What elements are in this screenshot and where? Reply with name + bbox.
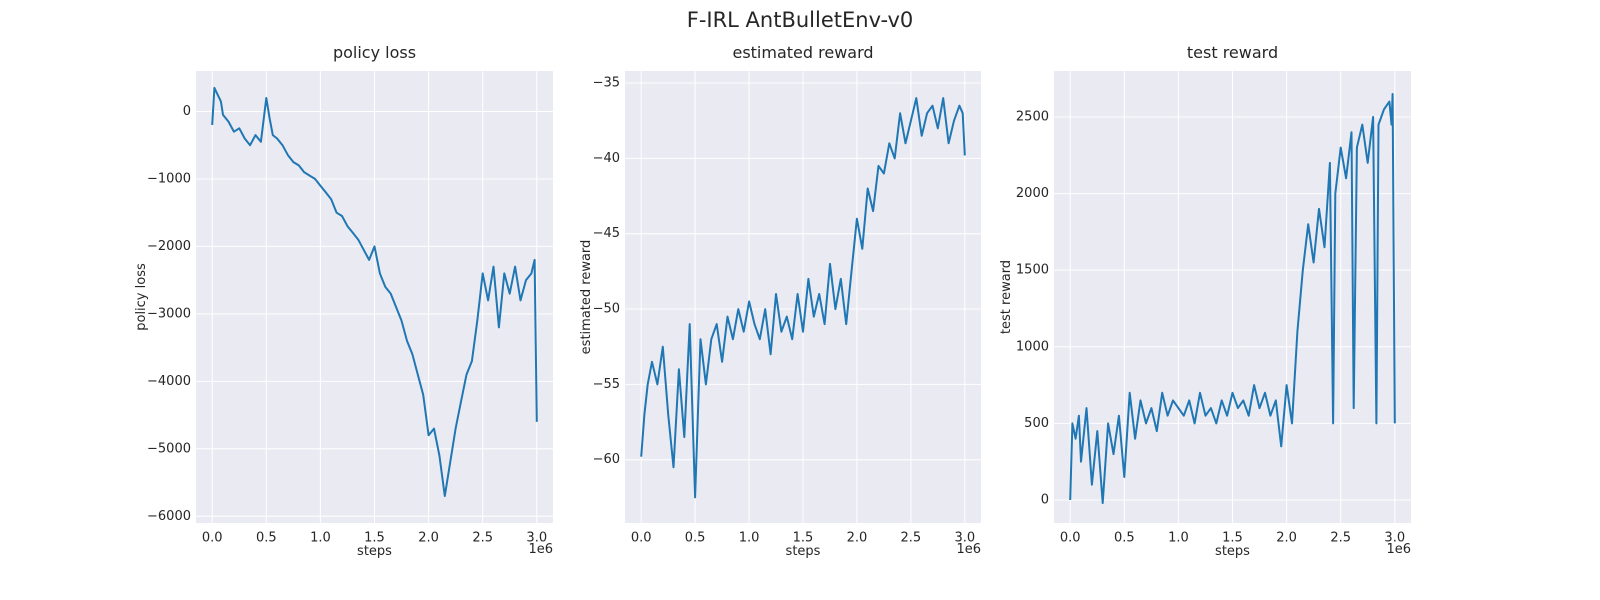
x-tick-label: 2.5 [901,531,922,546]
y-tick-label: −4000 [147,374,191,389]
x-tick-label: 3.0 [954,531,975,546]
x-tick-label: 0.5 [256,531,277,546]
y-tick-label: 1000 [1016,339,1049,354]
y-tick-label: −40 [593,151,620,166]
series-line-1 [1069,93,1396,505]
panel-title: test reward [1187,43,1278,62]
y-tick-label: 0 [183,104,191,119]
x-axis-label: steps [357,544,392,559]
panel-title: estimated reward [732,43,873,62]
x-tick-label: 1.5 [1222,531,1243,546]
y-tick-label: −5000 [147,441,191,456]
y-tick-label: 2000 [1016,186,1049,201]
x-offset-label: 1e6 [1386,542,1411,557]
x-tick-label: 1.0 [1168,531,1189,546]
y-tick-label: −2000 [147,239,191,254]
x-tick-label: 2.5 [1330,531,1351,546]
figure-title: F-IRL AntBulletEnv-v0 [687,8,914,32]
y-axis-label: estimated reward [579,240,594,355]
y-tick-label: 0 [1041,493,1049,508]
y-tick-label: −35 [593,76,620,91]
panel-title: policy loss [333,43,416,62]
y-tick-label: 1500 [1016,263,1049,278]
x-tick-label: 0.5 [1114,531,1135,546]
x-tick-label: 0.0 [1060,531,1081,546]
y-tick-label: −3000 [147,306,191,321]
x-offset-label: 1e6 [956,542,981,557]
x-tick-label: 2.5 [472,531,493,546]
y-tick-label: 2500 [1016,109,1049,124]
y-tick-label: 500 [1024,416,1049,431]
x-tick-label: 0.0 [631,531,652,546]
x-tick-label: 1.0 [310,531,331,546]
x-tick-label: 2.0 [1276,531,1297,546]
y-axis-label: test reward [999,260,1014,334]
x-offset-label: 1e6 [528,542,553,557]
x-tick-label: 3.0 [1384,531,1405,546]
x-tick-label: 0.5 [685,531,706,546]
x-tick-label: 2.0 [847,531,868,546]
x-axis-label: steps [786,544,821,559]
x-tick-label: 3.0 [526,531,547,546]
y-tick-label: −55 [593,377,620,392]
x-tick-label: 0.0 [202,531,223,546]
y-tick-label: −45 [593,226,620,241]
y-tick-label: −1000 [147,171,191,186]
series-line-1 [640,97,966,499]
y-tick-label: −60 [593,452,620,467]
y-axis-label: policy loss [134,263,149,331]
x-tick-label: 2.0 [418,531,439,546]
x-tick-label: 1.0 [739,531,760,546]
x-tick-label: 1.5 [364,531,385,546]
x-axis-label: steps [1215,544,1250,559]
y-tick-label: −50 [593,302,620,317]
chart-panel-1: 0.0 0.5 1.0 1.5 2.0 2.5 3.0 0 −1000 −2000 −3000 −40… [134,43,553,559]
chart-panel-2: 0.0 0.5 1.0 1.5 2.0 2.5 3.0 −35 −40 −45 −50 −55 −60 e… [579,43,981,559]
x-tick-label: 1.5 [793,531,814,546]
y-tick-label: −6000 [147,509,191,524]
series-line-1 [211,86,538,497]
chart-panel-3: 0.0 0.5 1.0 1.5 2.0 2.5 3.0 0 500 1000 1500 2000 250… [999,43,1411,559]
